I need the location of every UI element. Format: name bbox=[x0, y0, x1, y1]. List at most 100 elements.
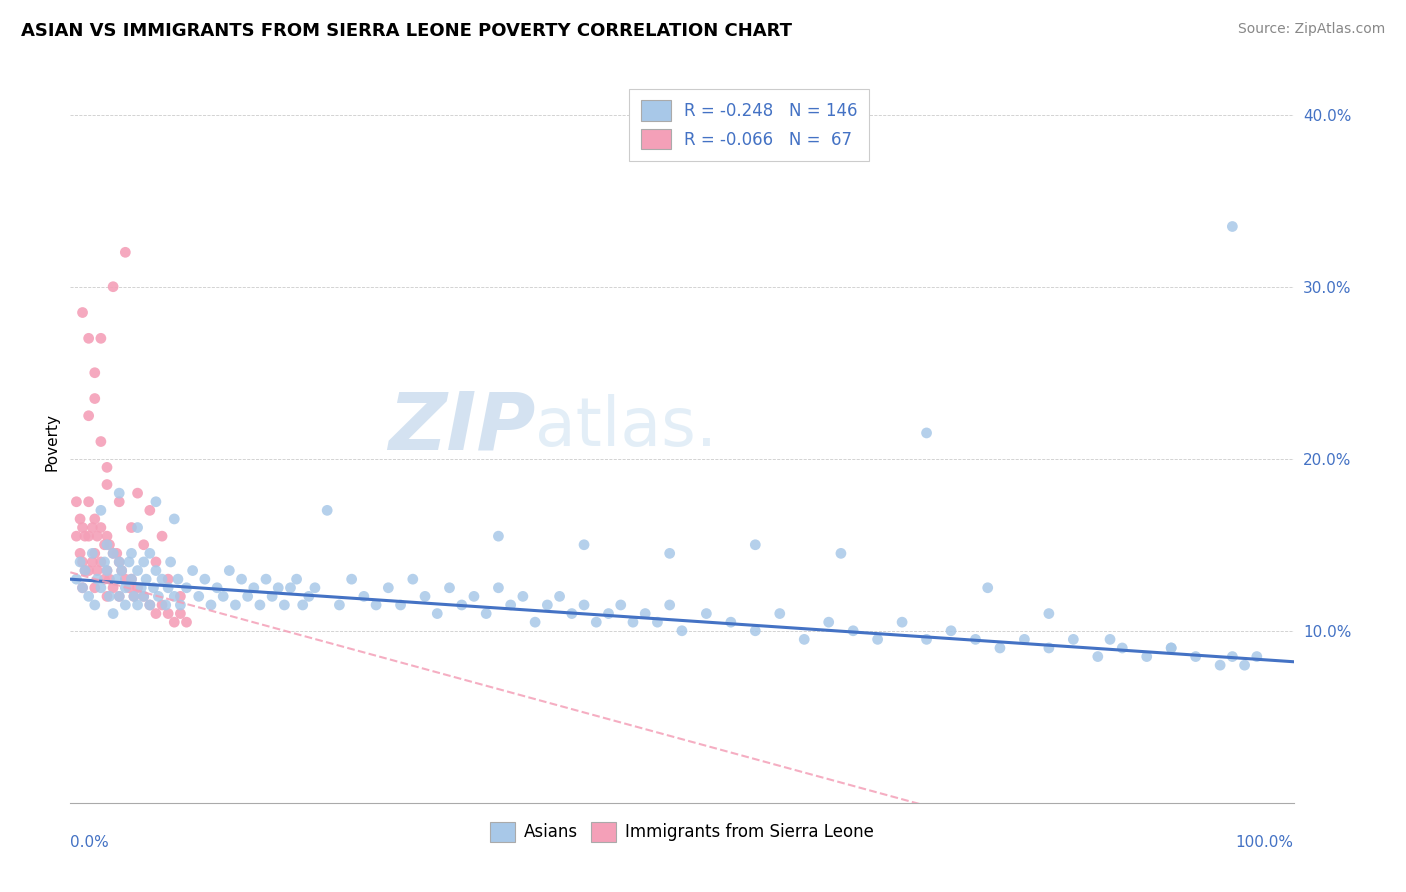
Point bbox=[83, 598, 105, 612]
Point bbox=[1220, 649, 1243, 664]
Point bbox=[463, 590, 485, 604]
Point bbox=[512, 590, 534, 604]
Point bbox=[267, 581, 290, 595]
Point bbox=[243, 581, 266, 595]
Point bbox=[82, 520, 104, 534]
Point bbox=[389, 598, 412, 612]
Point bbox=[73, 529, 96, 543]
Point bbox=[524, 615, 547, 630]
Point bbox=[1038, 640, 1060, 655]
Point bbox=[402, 572, 425, 586]
Point bbox=[262, 590, 284, 604]
Point bbox=[280, 581, 302, 595]
Point bbox=[101, 581, 124, 595]
Point bbox=[142, 581, 165, 595]
Point bbox=[77, 529, 100, 543]
Point bbox=[150, 529, 173, 543]
Point bbox=[101, 546, 124, 560]
Point bbox=[273, 598, 295, 612]
Point bbox=[157, 607, 180, 621]
Point bbox=[163, 512, 186, 526]
Point bbox=[915, 425, 938, 440]
Point bbox=[1038, 607, 1060, 621]
Point bbox=[96, 538, 118, 552]
Point bbox=[720, 615, 742, 630]
Point bbox=[77, 590, 100, 604]
Point bbox=[135, 572, 157, 586]
Point bbox=[621, 615, 644, 630]
Point bbox=[93, 572, 115, 586]
Point bbox=[121, 572, 143, 586]
Point bbox=[817, 615, 839, 630]
Point bbox=[291, 598, 314, 612]
Point bbox=[1220, 219, 1243, 234]
Point bbox=[101, 546, 124, 560]
Point bbox=[96, 529, 118, 543]
Point bbox=[77, 564, 100, 578]
Point bbox=[793, 632, 815, 647]
Point bbox=[65, 494, 87, 508]
Point bbox=[915, 632, 938, 647]
Point bbox=[129, 581, 152, 595]
Point bbox=[72, 520, 94, 534]
Point bbox=[72, 555, 94, 569]
Point bbox=[187, 590, 209, 604]
Point bbox=[108, 590, 131, 604]
Point bbox=[1087, 649, 1109, 664]
Point bbox=[304, 581, 326, 595]
Point bbox=[114, 245, 136, 260]
Point bbox=[475, 607, 498, 621]
Point bbox=[340, 572, 363, 586]
Point bbox=[90, 434, 112, 449]
Point bbox=[426, 607, 449, 621]
Point bbox=[98, 572, 121, 586]
Point bbox=[176, 581, 198, 595]
Point bbox=[90, 520, 112, 534]
Point bbox=[77, 331, 100, 345]
Point bbox=[224, 598, 246, 612]
Point bbox=[98, 538, 121, 552]
Point bbox=[988, 640, 1011, 655]
Text: 0.0%: 0.0% bbox=[70, 835, 110, 850]
Point bbox=[69, 512, 91, 526]
Y-axis label: Poverty: Poverty bbox=[44, 412, 59, 471]
Point bbox=[139, 503, 162, 517]
Legend: Asians, Immigrants from Sierra Leone: Asians, Immigrants from Sierra Leone bbox=[484, 815, 880, 848]
Point bbox=[1014, 632, 1036, 647]
Point bbox=[127, 581, 149, 595]
Point bbox=[1160, 640, 1182, 655]
Point bbox=[157, 581, 180, 595]
Point bbox=[69, 555, 91, 569]
Point bbox=[96, 477, 118, 491]
Point bbox=[658, 546, 681, 560]
Point bbox=[1233, 658, 1256, 673]
Point bbox=[83, 581, 105, 595]
Point bbox=[377, 581, 399, 595]
Point bbox=[610, 598, 633, 612]
Point bbox=[891, 615, 914, 630]
Point bbox=[72, 581, 94, 595]
Point bbox=[316, 503, 339, 517]
Point bbox=[98, 590, 121, 604]
Point bbox=[548, 590, 571, 604]
Point bbox=[163, 615, 186, 630]
Point bbox=[572, 538, 595, 552]
Point bbox=[108, 555, 131, 569]
Point bbox=[488, 529, 510, 543]
Point bbox=[90, 555, 112, 569]
Point bbox=[139, 598, 162, 612]
Point bbox=[842, 624, 865, 638]
Point bbox=[939, 624, 962, 638]
Text: ZIP: ZIP bbox=[388, 388, 536, 467]
Point bbox=[114, 572, 136, 586]
Point bbox=[65, 572, 87, 586]
Point bbox=[127, 486, 149, 500]
Point bbox=[148, 590, 170, 604]
Point bbox=[139, 546, 162, 560]
Point bbox=[1184, 649, 1206, 664]
Point bbox=[671, 624, 693, 638]
Point bbox=[155, 598, 177, 612]
Point bbox=[285, 572, 308, 586]
Point bbox=[236, 590, 259, 604]
Point bbox=[90, 503, 112, 517]
